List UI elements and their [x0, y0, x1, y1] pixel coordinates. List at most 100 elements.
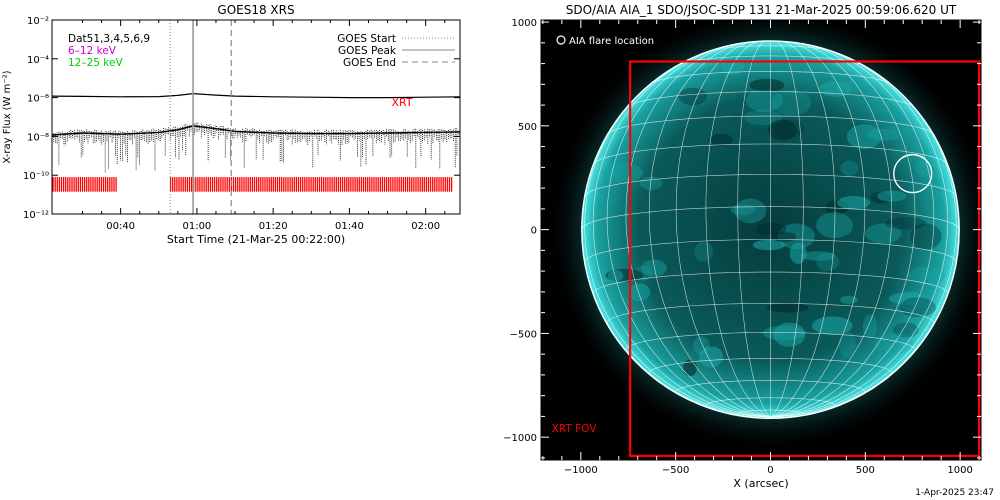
aia-y-tick-label: 500	[518, 122, 537, 133]
coronal-blob	[870, 191, 891, 204]
coronal-blob	[602, 163, 643, 183]
coronal-blob	[734, 198, 767, 224]
aia-x-axis-label: X (arcsec)	[733, 477, 788, 490]
coronal-blob	[607, 269, 624, 283]
solar-limb	[581, 40, 960, 420]
goes-x-tick-label: 01:20	[259, 221, 288, 232]
coronal-blob	[743, 109, 783, 126]
grid-line	[705, 40, 771, 418]
grid-line	[648, 42, 771, 418]
legend-flare-symbol	[556, 35, 566, 45]
legend-flare-text: AIA flare location	[569, 36, 654, 47]
coronal-blob	[840, 295, 858, 304]
aia-x-tick-label: −500	[662, 465, 689, 476]
aia-y-tick-label: −1000	[503, 433, 537, 444]
coronal-blob	[766, 302, 809, 313]
goes-title: GOES18 XRS	[217, 3, 294, 17]
goes-y-tick-label: 10⁻¹⁰	[23, 171, 49, 182]
coronal-blob	[678, 87, 708, 106]
goes-x-tick-label: 01:00	[182, 221, 211, 232]
coronal-blob	[683, 359, 697, 377]
aia-image-area	[541, 20, 981, 460]
coronal-blob	[746, 88, 783, 113]
xrt-fov-box	[629, 60, 981, 457]
coronal-blob	[752, 239, 786, 251]
aia-legend: AIA flare location	[556, 35, 654, 47]
coronal-blob	[730, 204, 756, 216]
coronal-blob	[771, 231, 797, 243]
grid-line	[584, 75, 771, 418]
grid-line	[675, 41, 771, 418]
legend-6-12-kev: 6–12 keV	[68, 45, 117, 57]
coronal-blob	[863, 314, 878, 338]
coronal-blob	[837, 196, 871, 210]
grid-line	[770, 45, 935, 418]
goes-y-tick-label: 10⁻⁸	[27, 132, 49, 143]
grid-line	[770, 43, 916, 418]
aia-y-tick-label: −500	[510, 329, 537, 340]
legend-12-25-kev: 12–25 keV	[68, 57, 123, 69]
aia-image-panel: SDO/AIA AIA_1 SDO/JSOC-SDP 131 21-Mar-20…	[503, 3, 982, 490]
coronal-blob	[846, 124, 882, 150]
coronal-blob	[801, 251, 836, 261]
coronal-blob	[710, 133, 733, 146]
coronal-blob	[840, 160, 859, 176]
goes-y-tick-label: 10⁻⁶	[27, 94, 49, 105]
goes-x-axis-label: Start Time (21-Mar-25 00:22:00)	[167, 233, 345, 246]
aia-x-axis: −1000 −500 0 500 1000	[542, 20, 980, 476]
grid-line	[625, 43, 771, 418]
coronal-blob	[893, 322, 919, 338]
coronal-blob	[884, 217, 927, 230]
goes-x-tick-label: 01:40	[335, 221, 364, 232]
legend-detectors: Dat51,3,4,5,6,9	[68, 33, 150, 45]
grid-line	[770, 75, 957, 418]
xrt-label: XRT	[391, 96, 412, 109]
coronal-blob	[699, 346, 724, 368]
goes-y-axis: 10⁻¹² 10⁻¹⁰ 10⁻⁸ 10⁻⁶ 10⁻⁴ 10⁻²	[23, 16, 460, 221]
goes-y-tick-label: 10⁻⁴	[27, 55, 49, 66]
coronal-blob	[768, 119, 797, 141]
heliographic-grid	[581, 40, 960, 418]
grid-line	[770, 40, 836, 418]
coronal-blob	[865, 223, 902, 244]
aia-plot-frame	[540, 19, 982, 461]
flare-location-marker	[893, 153, 933, 194]
grid-line	[606, 45, 771, 418]
series-long-band	[52, 92, 460, 99]
coronal-blob	[838, 331, 856, 357]
goes-legend-right: GOES Start GOES Peak GOES End	[337, 33, 455, 69]
footer-timestamp: 1-Apr-2025 23:47	[915, 488, 994, 498]
goes-y-tick-label: 10⁻¹²	[23, 210, 49, 221]
xrt-observation-marks	[52, 177, 453, 192]
goes-x-tick-label: 02:00	[411, 221, 440, 232]
aia-title: SDO/AIA AIA_1 SDO/JSOC-SDP 131 21-Mar-20…	[566, 3, 957, 17]
coronal-blob	[899, 297, 936, 318]
coronal-blob	[812, 316, 853, 335]
coronal-blob	[771, 90, 812, 116]
goes-legend-left: Dat51,3,4,5,6,9 6–12 keV 12–25 keV	[68, 33, 150, 69]
grid-line	[770, 42, 893, 418]
goes-y-tick-label: 10⁻²	[27, 16, 49, 27]
goes-xrs-panel: GOES18 XRS 10⁻¹² 10⁻¹⁰ 10⁻⁸ 10⁻⁶ 10⁻⁴ 10⁻² 00…	[2, 3, 461, 246]
coronal-blob	[789, 242, 807, 264]
grid-line	[592, 51, 771, 418]
coronal-blob	[749, 78, 785, 92]
coronal-blob	[816, 252, 840, 271]
goes-plot-area	[52, 20, 460, 214]
coronal-blob	[777, 223, 815, 250]
legend-goes-start: GOES Start	[337, 33, 396, 45]
goes-plot-frame	[51, 19, 461, 215]
legend-goes-end: GOES End	[343, 57, 396, 69]
grid-line	[770, 41, 866, 418]
coronal-blob	[898, 291, 925, 312]
goes-x-tick-label: 00:40	[106, 221, 135, 232]
coronal-blob	[773, 322, 806, 347]
goes-y-axis-label: X-ray Flux (W m⁻²)	[2, 70, 13, 163]
grid-line	[770, 51, 949, 418]
aia-y-tick-label: 0	[531, 226, 537, 237]
coronal-blob	[694, 241, 713, 262]
aia-x-tick-label: −1000	[564, 465, 598, 476]
coronal-blob	[756, 222, 787, 235]
aia-x-tick-label: 500	[856, 465, 875, 476]
